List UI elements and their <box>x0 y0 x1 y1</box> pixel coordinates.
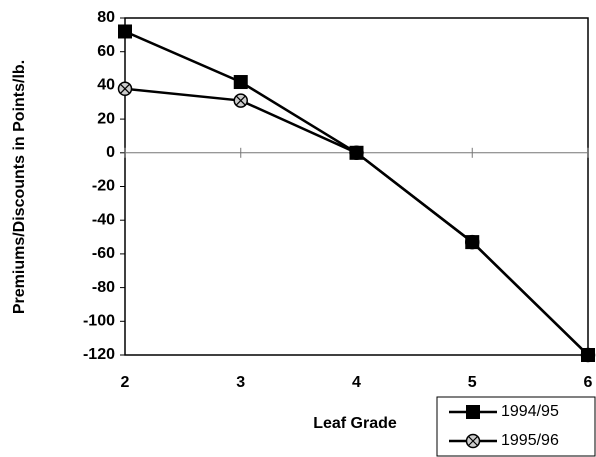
marker <box>233 75 248 90</box>
legend-label: 1994/95 <box>501 403 559 420</box>
legend-box <box>436 396 596 457</box>
y-tick-label: 60 <box>97 43 115 60</box>
marker <box>118 24 132 39</box>
y-tick-label: -40 <box>92 211 115 228</box>
legend-marker-cross <box>468 436 478 446</box>
marker <box>465 235 480 250</box>
x-axis-label: Leaf Grade <box>313 415 397 432</box>
marker <box>581 348 595 362</box>
x-tick-label: 4 <box>352 374 361 391</box>
y-tick-label: -100 <box>83 313 115 330</box>
y-tick-label: -60 <box>92 245 115 262</box>
y-tick-label: 80 <box>97 9 115 26</box>
legend-item: 1994/95 <box>449 403 559 420</box>
legend-item: 1995/96 <box>449 432 559 449</box>
marker-cross <box>235 95 246 106</box>
y-tick-label: -20 <box>92 178 115 195</box>
y-tick-label: 20 <box>97 110 115 127</box>
x-tick-label: 2 <box>121 374 130 391</box>
legend-label: 1995/96 <box>501 432 559 449</box>
marker-cross <box>120 83 130 94</box>
x-tick-label: 6 <box>584 374 593 391</box>
y-tick-label: -120 <box>83 346 115 363</box>
y-tick-label: -80 <box>92 279 115 296</box>
y-axis-label: Premiums/Discounts in Points/lb. <box>11 60 28 314</box>
legend-marker <box>466 405 480 419</box>
x-tick-label: 3 <box>236 374 245 391</box>
marker <box>233 93 248 108</box>
marker <box>117 81 133 97</box>
y-tick-label: 0 <box>106 144 115 161</box>
y-tick-label: 40 <box>97 77 115 94</box>
marker <box>349 145 364 160</box>
x-tick-label: 5 <box>468 374 477 391</box>
